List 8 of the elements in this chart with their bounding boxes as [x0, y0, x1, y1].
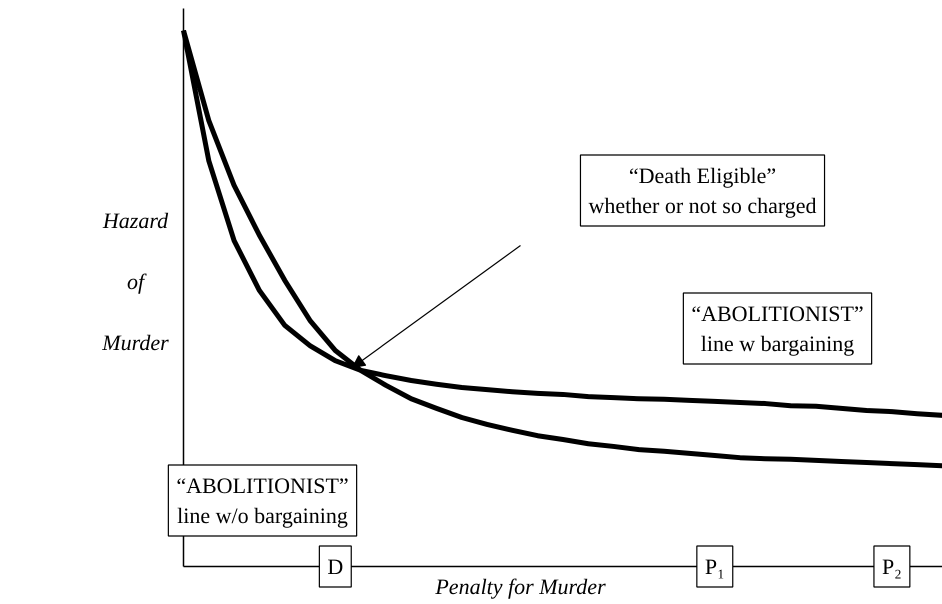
- text: “ABOLITIONIST” line w bargaining: [691, 301, 864, 356]
- x-tick-label: D: [327, 554, 344, 579]
- x-tick-label: P₂: [882, 554, 902, 579]
- x-tick-label: P₁: [704, 554, 725, 579]
- x-axis-title: Penalty for Murder: [434, 574, 606, 599]
- text: “ABOLITIONIST” line w/o bargaining: [176, 473, 349, 528]
- annotation: “Death Eligible” whether or not so charged: [588, 163, 817, 218]
- text: Hazard of Murder: [102, 208, 169, 355]
